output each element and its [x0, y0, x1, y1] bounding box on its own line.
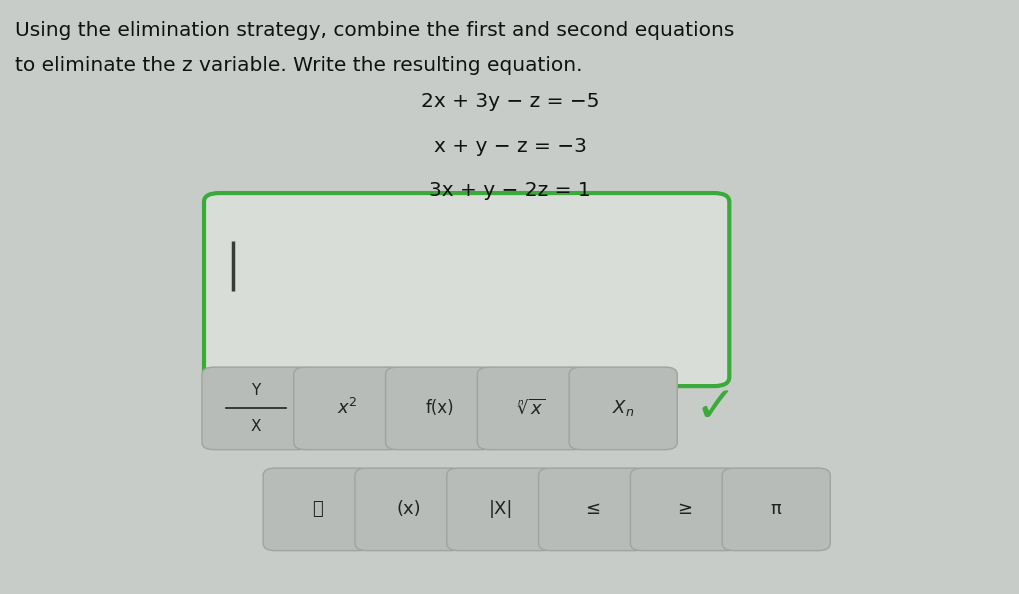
Text: $\sqrt[n]{x}$: $\sqrt[n]{x}$	[517, 399, 545, 418]
Text: X: X	[251, 419, 261, 434]
Text: x + y − z = −3: x + y − z = −3	[433, 137, 586, 156]
Text: ≥: ≥	[677, 500, 691, 519]
Text: 🗑: 🗑	[312, 500, 322, 519]
Text: Y: Y	[251, 383, 261, 398]
FancyBboxPatch shape	[293, 367, 401, 450]
Text: $x^2$: $x^2$	[337, 399, 358, 418]
Text: π: π	[770, 500, 781, 519]
Text: |X|: |X|	[488, 500, 513, 519]
Text: (x): (x)	[396, 500, 421, 519]
Text: to eliminate the z variable. Write the resulting equation.: to eliminate the z variable. Write the r…	[15, 56, 582, 75]
Text: 2x + 3y − z = −5: 2x + 3y − z = −5	[421, 92, 599, 111]
Text: Using the elimination strategy, combine the first and second equations: Using the elimination strategy, combine …	[15, 21, 734, 40]
FancyBboxPatch shape	[446, 468, 554, 551]
FancyBboxPatch shape	[569, 367, 677, 450]
Text: ✓: ✓	[693, 384, 736, 432]
Text: 3x + y − 2z = 1: 3x + y − 2z = 1	[429, 181, 590, 200]
FancyBboxPatch shape	[477, 367, 585, 450]
Text: f(x): f(x)	[425, 399, 453, 418]
FancyBboxPatch shape	[721, 468, 829, 551]
FancyBboxPatch shape	[385, 367, 493, 450]
FancyBboxPatch shape	[202, 367, 310, 450]
Text: $X_n$: $X_n$	[611, 399, 634, 418]
FancyBboxPatch shape	[263, 468, 371, 551]
FancyBboxPatch shape	[204, 193, 729, 386]
Text: ≤: ≤	[585, 500, 599, 519]
FancyBboxPatch shape	[538, 468, 646, 551]
FancyBboxPatch shape	[630, 468, 738, 551]
FancyBboxPatch shape	[355, 468, 463, 551]
